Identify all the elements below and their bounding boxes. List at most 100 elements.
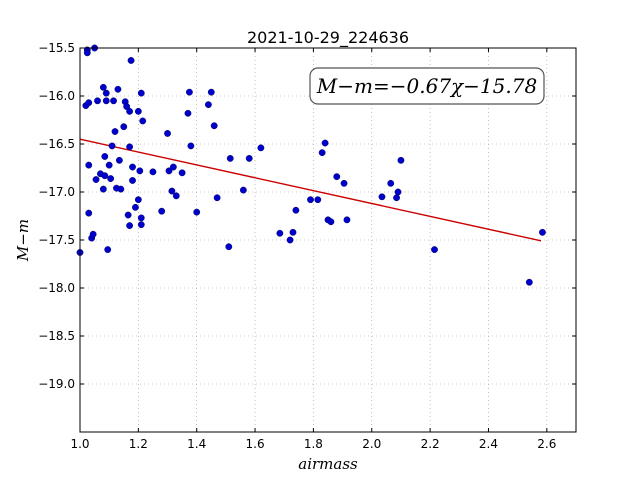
data-point [378, 193, 386, 201]
data-point [525, 278, 533, 286]
data-point [111, 128, 119, 135]
data-point [149, 168, 157, 176]
data-point [85, 161, 93, 169]
data-point [165, 167, 173, 175]
data-point [340, 179, 348, 187]
data-point [327, 218, 335, 226]
y-tick-label: −15.5 [38, 41, 75, 55]
x-tick-label: 2.6 [537, 437, 556, 451]
data-point [314, 196, 322, 204]
data-point [139, 117, 147, 125]
y-tick-label: −17.0 [38, 185, 75, 199]
fit-equation-box: M−m=−0.67χ−15.78 [309, 67, 545, 105]
data-point [124, 211, 132, 219]
data-point [286, 236, 294, 244]
data-point [126, 143, 134, 151]
data-point [187, 142, 195, 150]
x-tick-label: 1.2 [129, 437, 148, 451]
data-point [115, 156, 123, 164]
data-point [117, 185, 125, 193]
data-point [92, 176, 100, 183]
data-point [172, 192, 180, 200]
data-points [76, 44, 546, 286]
data-point [105, 161, 113, 169]
data-point [239, 186, 247, 194]
data-point [99, 83, 107, 91]
fit-line-group [79, 138, 542, 242]
data-point [120, 123, 128, 131]
data-point [289, 228, 297, 236]
data-point [431, 246, 438, 254]
data-point [104, 246, 112, 254]
data-point [129, 163, 136, 171]
data-point [539, 228, 546, 236]
data-point [107, 175, 115, 182]
chart-title: 2021-10-29_224636 [247, 28, 409, 48]
x-tick-label: 2.4 [479, 437, 498, 451]
data-point [210, 122, 218, 130]
data-point [137, 214, 145, 222]
x-tick-labels: 1.0 1.2 1.4 1.6 1.8 2.0 2.2 2.4 2.6 [70, 437, 556, 451]
data-point [178, 169, 186, 177]
y-axis-label: M−m [14, 219, 32, 262]
data-point [137, 89, 145, 97]
data-point [394, 188, 402, 196]
data-point [318, 149, 326, 157]
data-point [99, 185, 107, 193]
data-point [245, 154, 253, 162]
data-point [85, 209, 93, 217]
data-point [164, 130, 171, 137]
data-point [292, 206, 300, 214]
y-tick-label: −19.0 [38, 377, 75, 391]
data-point [169, 163, 177, 171]
x-tick-label: 2.0 [362, 437, 381, 451]
data-point [387, 179, 395, 187]
data-point [83, 49, 91, 57]
data-point [114, 85, 122, 93]
data-point [343, 216, 351, 224]
data-point [397, 156, 405, 164]
data-point [108, 142, 116, 150]
x-tick-label: 1.8 [304, 437, 323, 451]
y-tick-label: −17.5 [38, 233, 75, 247]
data-point [102, 97, 110, 105]
data-point [134, 107, 142, 115]
data-point [168, 187, 176, 195]
data-point [94, 97, 101, 105]
data-point [257, 144, 265, 152]
data-point [134, 196, 142, 204]
x-axis-label: airmass [298, 455, 358, 473]
y-tick-label: −18.0 [38, 281, 75, 295]
data-point [393, 194, 400, 202]
data-point [132, 203, 139, 211]
data-point [89, 230, 97, 238]
data-point [126, 222, 134, 230]
data-point [226, 154, 234, 162]
x-tick-label: 1.4 [187, 437, 206, 451]
data-point [85, 99, 93, 107]
x-tick-label: 1.6 [246, 437, 265, 451]
data-point [110, 97, 117, 105]
fit-equation: M−m=−0.67χ−15.78 [316, 74, 537, 98]
fit-equation-frame [309, 67, 545, 105]
data-point [213, 194, 221, 202]
data-point [321, 139, 329, 147]
data-point [101, 153, 109, 160]
data-point [101, 172, 109, 180]
data-point [333, 173, 341, 181]
data-point [129, 177, 136, 184]
x-tick-label: 1.0 [70, 437, 89, 451]
data-point [102, 89, 110, 97]
data-point [186, 88, 193, 96]
data-point [127, 57, 135, 64]
y-tick-label: −18.5 [38, 329, 75, 343]
y-tick-labels: −15.5 −16.0 −16.5 −17.0 −17.5 −18.0 −18.5 −19.0 [38, 41, 75, 391]
fit-line [79, 138, 542, 242]
x-tick-label: 2.2 [421, 437, 440, 451]
data-point [158, 207, 166, 215]
axis-ticks [79, 47, 576, 432]
data-point [126, 107, 134, 115]
data-point [136, 167, 144, 175]
data-point [204, 101, 212, 109]
